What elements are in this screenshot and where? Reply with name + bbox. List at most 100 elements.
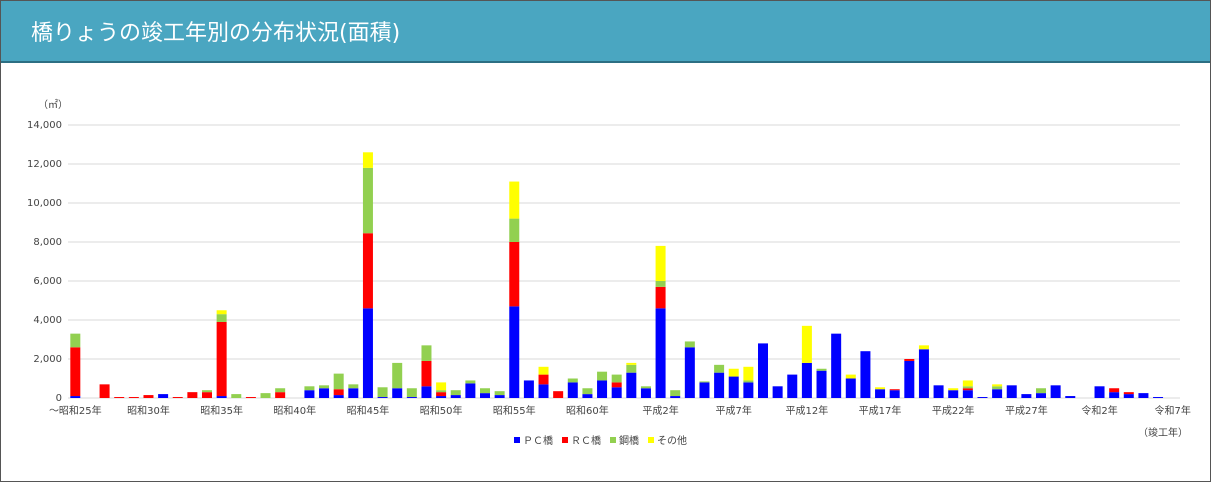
- bar-segment: [114, 397, 125, 398]
- header: 橋りょうの竣工年別の分布状況(面積): [1, 1, 1210, 63]
- bar-segment: [509, 242, 520, 307]
- x-tick-label: 平成22年: [932, 404, 975, 417]
- bar-segment: [875, 387, 886, 390]
- bar-segment: [275, 392, 286, 398]
- bar-segment: [172, 397, 183, 398]
- bar-segment: [216, 396, 227, 398]
- y-tick-label: 10,000: [27, 198, 62, 209]
- bar-segment: [640, 388, 651, 398]
- bar-segment: [816, 370, 827, 398]
- bar-segment: [992, 384, 1003, 387]
- bar-segment: [421, 360, 432, 387]
- y-tick-label: 12,000: [27, 159, 62, 170]
- bar-segment: [538, 384, 549, 398]
- bar-segment: [889, 390, 900, 398]
- x-axis-label: （竣工年）: [1138, 426, 1188, 439]
- x-tick-label: 平成12年: [786, 404, 829, 417]
- x-tick-label: 昭和40年: [273, 404, 316, 417]
- bar-segment: [465, 383, 476, 398]
- bar-segment: [362, 233, 373, 309]
- bar-segment: [640, 386, 651, 389]
- bar-segment: [128, 397, 139, 398]
- bar-segment: [1138, 393, 1149, 398]
- bar-segment: [436, 390, 447, 393]
- bar-segment: [684, 341, 695, 348]
- bar-segment: [450, 395, 461, 398]
- legend-swatch: [610, 437, 616, 443]
- bar-segment: [933, 385, 944, 398]
- x-tick-label: 昭和60年: [566, 404, 609, 417]
- bar-segment: [904, 360, 915, 398]
- bar-segment: [465, 380, 476, 384]
- bar-segment: [143, 395, 154, 398]
- bar-segment: [553, 391, 564, 398]
- bar-segment: [904, 359, 915, 361]
- bar-segment: [626, 362, 637, 365]
- bar-segment: [406, 388, 417, 398]
- x-tick-label: 令和7年: [1154, 404, 1190, 417]
- bar-segment: [611, 374, 622, 383]
- bar-segment: [699, 381, 710, 383]
- bar-segment: [1109, 392, 1120, 398]
- bar-segment: [421, 345, 432, 361]
- x-tick-label: 平成17年: [859, 404, 902, 417]
- bar-segment: [1036, 393, 1046, 398]
- bar-segment: [611, 387, 622, 398]
- bar-segment: [231, 394, 242, 398]
- bar-segment: [743, 380, 754, 383]
- bar-segment: [494, 391, 505, 396]
- bar-segment: [743, 382, 754, 398]
- bar-segment: [655, 308, 666, 398]
- bar-segment: [582, 394, 593, 398]
- bar-segment: [977, 397, 988, 398]
- bar-segment: [611, 382, 622, 388]
- bar-segment: [392, 388, 403, 398]
- bar-segment: [187, 392, 198, 398]
- x-tick-label: 平成27年: [1005, 404, 1048, 417]
- bar-segment: [962, 380, 973, 387]
- bar-segment: [860, 351, 871, 398]
- bar-segment: [1050, 385, 1061, 398]
- bar-segment: [333, 373, 344, 390]
- bar-segment: [962, 388, 973, 391]
- bar-segment: [377, 397, 388, 398]
- bar-segment: [436, 382, 447, 391]
- title: 橋りょうの竣工年別の分布状況(面積): [31, 21, 401, 46]
- bar-segment: [1123, 392, 1134, 395]
- bar-segment: [348, 384, 359, 389]
- bar-segment: [772, 386, 783, 398]
- bar-segment: [216, 314, 227, 322]
- x-tick-label: 平成7年: [716, 404, 752, 417]
- bar-segment: [684, 347, 695, 398]
- bar-segment: [392, 362, 403, 389]
- bar-segment: [948, 388, 959, 391]
- bar-segment: [275, 388, 286, 393]
- bar-segment: [509, 306, 520, 398]
- bar-segment: [99, 384, 110, 398]
- bar-segment: [333, 389, 344, 396]
- x-tick-label: 昭和30年: [127, 404, 170, 417]
- bar-segment: [304, 386, 315, 391]
- bar-segment: [787, 374, 798, 398]
- bar-segment: [216, 321, 227, 397]
- x-tick-label: 昭和55年: [493, 404, 536, 417]
- bar-segment: [992, 389, 1003, 398]
- legend-label: 鋼橋: [619, 434, 639, 447]
- legend-label: ＰＣ橋: [523, 434, 553, 447]
- bar-segment: [260, 393, 271, 398]
- bar-segment: [831, 333, 842, 398]
- bar-segment: [918, 345, 929, 350]
- bar-segment: [70, 396, 81, 398]
- bar-segment: [1109, 388, 1120, 393]
- bar-segment: [714, 364, 725, 373]
- bar-segment: [962, 386, 973, 389]
- bar-segment: [1153, 397, 1164, 398]
- legend-label: その他: [657, 434, 687, 447]
- y-tick-label: 8,000: [33, 237, 62, 248]
- bar-segment: [597, 371, 608, 381]
- x-tick-label: 昭和50年: [420, 404, 463, 417]
- bar-segment: [304, 390, 315, 398]
- legend-label: ＲＣ橋: [571, 434, 601, 447]
- bar-segment: [728, 376, 739, 398]
- bar-segment: [889, 389, 900, 391]
